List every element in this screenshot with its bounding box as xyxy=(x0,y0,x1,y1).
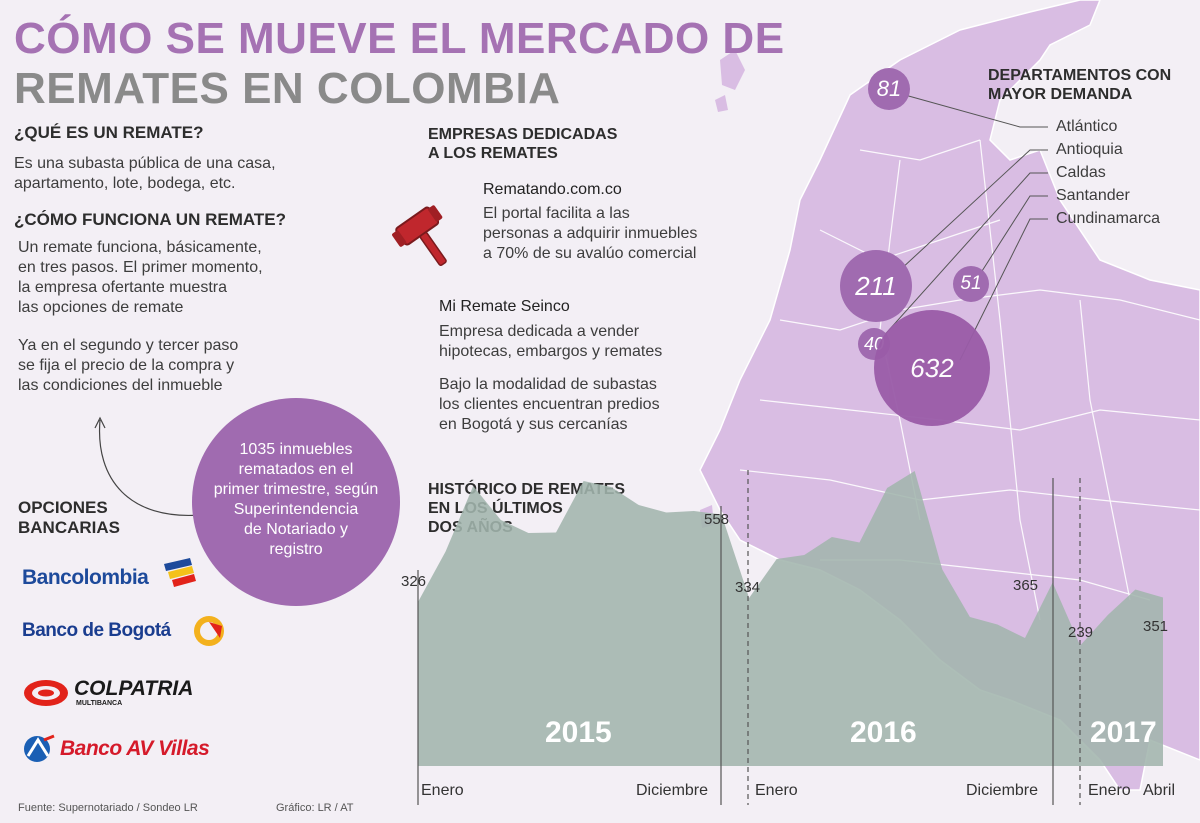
empresa2-line: hipotecas, embargos y remates xyxy=(439,343,663,360)
callout-line: de Notariado y xyxy=(243,521,349,538)
para1-line: Un remate funciona, básicamente, xyxy=(18,239,262,256)
para1-line: la empresa ofertante muestra xyxy=(18,279,227,296)
value-label-351: 351 xyxy=(1143,618,1169,635)
av-villas-text: Banco AV Villas xyxy=(60,737,210,760)
empresas-heading-line: EMPRESAS DEDICADAS xyxy=(428,126,618,143)
que-es-heading: ¿QUÉ ES UN REMATE? xyxy=(14,123,204,142)
title-line-2: REMATES EN COLOMBIA xyxy=(14,64,561,113)
year-2015: 2015 xyxy=(545,716,612,749)
history-area-series xyxy=(418,471,1163,766)
como-funciona-heading: ¿CÓMO FUNCIONA UN REMATE? xyxy=(14,210,286,229)
axis-label-enero-2016: Enero xyxy=(755,782,798,799)
banco-bogota-text: Banco de Bogotá xyxy=(22,620,171,641)
empresa2-desc: Empresa dedicada a vender hipotecas, emb… xyxy=(439,322,662,362)
bubble-santander: 51 xyxy=(953,266,989,302)
empresa2-line: en Bogotá y sus cercanías xyxy=(439,416,628,433)
departamentos-heading: DEPARTAMENTOS CON MAYOR DEMANDA xyxy=(988,66,1171,104)
av-villas-icon xyxy=(24,734,55,762)
footer-source: Fuente: Supernotariado / Sondeo LR xyxy=(18,802,198,814)
dep-santander: Santander xyxy=(1056,187,1130,204)
para2-line: se fija el precio de la compra y xyxy=(18,357,235,374)
empresa1-line: personas a adquirir inmuebles xyxy=(483,225,698,242)
colpatria-text: COLPATRIA xyxy=(74,677,194,700)
callout-circle xyxy=(192,398,400,606)
value-label-239: 239 xyxy=(1068,624,1094,641)
empresa1-line: a 70% de su avalúo comercial xyxy=(483,245,697,262)
empresa2-line: Bajo la modalidad de subastas xyxy=(439,376,657,393)
para1-line: en tres pasos. El primer momento, xyxy=(18,259,263,276)
bancos-heading: OPCIONES BANCARIAS xyxy=(18,498,120,538)
departamentos-heading-line: MAYOR DEMANDA xyxy=(988,86,1133,103)
year-2016: 2016 xyxy=(850,716,917,749)
bubble-atlantico: 81 xyxy=(868,68,910,110)
callout-line: primer trimestre, según xyxy=(213,481,379,498)
bancos-heading-line: OPCIONES xyxy=(18,498,108,517)
empresa1-name: Rematando.com.co xyxy=(483,181,622,198)
para2-line: las condiciones del inmueble xyxy=(18,377,223,394)
bancolombia-stripes-icon xyxy=(164,558,196,587)
axis-label-diciembre-2015: Diciembre xyxy=(636,782,709,799)
axis-label-abril-2017: Abril xyxy=(1143,782,1176,799)
value-label-558: 558 xyxy=(704,511,730,528)
footer-credit: Gráfico: LR / AT xyxy=(276,802,354,814)
value-label-334: 334 xyxy=(735,579,761,596)
empresa2-line: Empresa dedicada a vender xyxy=(439,323,640,340)
av-villas-logo: Banco AV Villas xyxy=(22,732,242,768)
como-funciona-para1: Un remate funciona, básicamente, en tres… xyxy=(18,238,263,318)
empresa2-name: Mi Remate Seinco xyxy=(439,298,570,315)
que-es-line: Es una subasta pública de una casa, xyxy=(14,155,276,172)
empresas-heading: EMPRESAS DEDICADAS A LOS REMATES xyxy=(428,125,617,163)
year-2017: 2017 xyxy=(1090,716,1157,749)
callout-line: Superintendencia xyxy=(233,501,359,518)
para1-line: las opciones de remate xyxy=(18,299,184,316)
callout-line: registro xyxy=(269,541,323,558)
value-label-365: 365 xyxy=(1013,577,1039,594)
axis-label-enero-2015: Enero xyxy=(421,782,464,799)
colpatria-subtext: MULTIBANCA xyxy=(76,700,123,707)
departamentos-heading-line: DEPARTAMENTOS CON xyxy=(988,67,1172,84)
value-label-326: 326 xyxy=(401,573,427,590)
dep-cundinamarca: Cundinamarca xyxy=(1056,210,1161,227)
axis-label-diciembre-2016: Diciembre xyxy=(966,782,1039,799)
empresa1-desc: El portal facilita a las personas a adqu… xyxy=(483,204,697,264)
curved-arrow-icon xyxy=(94,416,201,516)
banco-bogota-icon xyxy=(194,616,224,646)
title-line-1: CÓMO SE MUEVE EL MERCADO DE xyxy=(14,14,785,63)
colpatria-logo: COLPATRIA MULTIBANCA xyxy=(22,674,212,714)
que-es-line: apartamento, lote, bodega, etc. xyxy=(14,175,236,192)
colpatria-icon xyxy=(24,680,68,706)
island xyxy=(720,50,745,90)
dep-antioquia: Antioquia xyxy=(1056,141,1123,158)
dep-caldas: Caldas xyxy=(1056,164,1106,181)
empresa1-line: El portal facilita a las xyxy=(483,205,630,222)
chart-heading-line: EN LOS ÚLTIMOS xyxy=(428,500,563,517)
callout-line: rematados en el xyxy=(238,461,354,478)
gavel-icon xyxy=(392,205,447,266)
empresa2-desc-2: Bajo la modalidad de subastas los client… xyxy=(439,375,660,435)
bubble-antioquia: 211 xyxy=(840,250,912,322)
callout-text: 1035 inmuebles rematados en el primer tr… xyxy=(192,440,400,560)
bubble-cundinamarca: 632 xyxy=(874,310,990,426)
bancolombia-text: Bancolombia xyxy=(22,566,149,589)
axis-label-enero-2017: Enero xyxy=(1088,782,1131,799)
dep-atlantico: Atlántico xyxy=(1056,118,1118,135)
callout-line: 1035 inmuebles xyxy=(239,441,353,458)
empresa2-line: los clientes encuentran predios xyxy=(439,396,660,413)
bancos-heading-line: BANCARIAS xyxy=(18,518,120,537)
bancolombia-logo: Bancolombia xyxy=(22,556,202,596)
banco-bogota-logo: Banco de Bogotá xyxy=(22,612,232,652)
para2-line: Ya en el segundo y tercer paso xyxy=(18,337,239,354)
como-funciona-para2: Ya en el segundo y tercer paso se fija e… xyxy=(18,336,238,396)
que-es-text: Es una subasta pública de una casa, apar… xyxy=(14,154,276,194)
empresas-heading-line: A LOS REMATES xyxy=(428,145,558,162)
island xyxy=(715,95,728,112)
